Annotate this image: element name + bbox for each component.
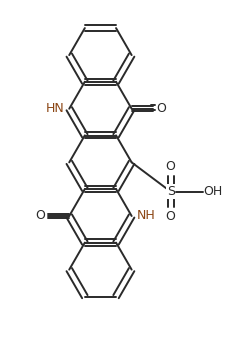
Text: O: O: [166, 160, 176, 173]
Text: HN: HN: [46, 102, 64, 115]
Text: O: O: [166, 210, 176, 223]
Text: S: S: [167, 185, 175, 198]
Text: O: O: [156, 102, 166, 115]
Text: NH: NH: [137, 209, 155, 222]
Text: O: O: [35, 209, 45, 222]
Text: OH: OH: [203, 185, 222, 198]
